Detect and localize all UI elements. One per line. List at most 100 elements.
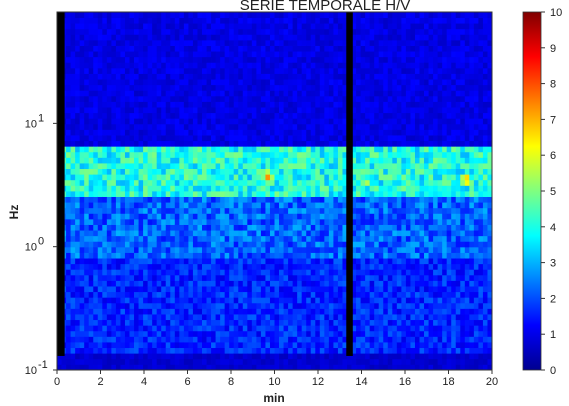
heatmap-cell — [79, 151, 85, 158]
heatmap-cell — [283, 224, 289, 231]
heatmap-cell — [233, 28, 239, 35]
heatmap-cell — [342, 90, 348, 97]
heatmap-cell — [106, 213, 112, 220]
heatmap-cell — [365, 90, 371, 97]
heatmap-cell — [170, 146, 176, 153]
heatmap-cell — [215, 213, 221, 220]
heatmap-cell — [292, 45, 298, 52]
heatmap-cell — [224, 174, 230, 181]
heatmap-cell — [387, 330, 393, 337]
heatmap-cell — [333, 207, 339, 214]
heatmap-cell — [115, 274, 121, 281]
heatmap-cell — [401, 364, 407, 371]
heatmap-cell — [233, 174, 239, 181]
heatmap-cell — [369, 56, 375, 63]
heatmap-cell — [247, 62, 253, 69]
heatmap-cell — [202, 252, 207, 259]
heatmap-cell — [283, 280, 289, 287]
heatmap-cell — [333, 62, 339, 69]
heatmap-cell — [156, 62, 162, 69]
heatmap-cell — [265, 252, 271, 259]
heatmap-cell — [274, 79, 280, 86]
heatmap-cell — [356, 90, 361, 97]
heatmap-cell — [84, 174, 90, 181]
heatmap-cell — [396, 157, 402, 164]
heatmap-cell — [106, 246, 112, 253]
heatmap-cell — [124, 274, 130, 281]
heatmap-cell — [342, 179, 348, 186]
heatmap-cell — [274, 241, 280, 248]
heatmap-cell — [70, 258, 76, 265]
heatmap-cell — [206, 207, 212, 214]
heatmap-cell — [292, 79, 298, 86]
heatmap-cell — [292, 39, 298, 46]
heatmap-cell — [174, 280, 180, 287]
heatmap-cell — [120, 246, 126, 253]
heatmap-cell — [88, 235, 94, 242]
heatmap-cell — [283, 308, 289, 315]
heatmap-cell — [256, 291, 262, 298]
heatmap-cell — [129, 224, 135, 231]
heatmap-cell — [392, 62, 398, 69]
heatmap-cell — [97, 67, 103, 74]
heatmap-cell — [111, 118, 117, 125]
heatmap-cell — [134, 140, 139, 147]
heatmap-cell — [88, 325, 94, 332]
heatmap-cell — [342, 45, 348, 52]
heatmap-cell — [102, 353, 108, 360]
heatmap-cell — [256, 179, 262, 186]
heatmap-cell — [134, 39, 139, 46]
heatmap-cell — [156, 224, 162, 231]
heatmap-cell — [106, 129, 112, 136]
heatmap-cell — [383, 28, 389, 35]
heatmap-cell — [396, 241, 402, 248]
heatmap-cell — [333, 79, 339, 86]
heatmap-cell — [401, 174, 407, 181]
heatmap-cell — [179, 12, 185, 18]
heatmap-cell — [188, 269, 194, 276]
heatmap-cell — [211, 202, 216, 209]
heatmap-cell — [351, 17, 357, 24]
heatmap-cell — [301, 241, 307, 248]
heatmap-cell — [306, 95, 312, 102]
heatmap-cell — [215, 12, 221, 18]
heatmap-cell — [179, 62, 185, 69]
heatmap-cell — [183, 263, 189, 270]
heatmap-cell — [369, 17, 375, 24]
heatmap-cell — [306, 39, 312, 46]
heatmap-cell — [360, 286, 366, 293]
heatmap-cell — [179, 140, 185, 147]
heatmap-cell — [387, 252, 393, 259]
heatmap-cell — [251, 39, 257, 46]
heatmap-cell — [202, 218, 207, 225]
heatmap-cell — [365, 12, 371, 18]
heatmap-cell — [301, 45, 307, 52]
heatmap-cell — [405, 163, 411, 170]
heatmap-cell — [356, 28, 361, 35]
heatmap-cell — [297, 79, 303, 86]
heatmap-cell — [147, 112, 153, 119]
heatmap-cell — [342, 286, 348, 293]
heatmap-cell — [202, 73, 207, 80]
heatmap-cell — [106, 319, 112, 326]
heatmap-cell — [360, 258, 366, 265]
heatmap-cell — [124, 118, 130, 125]
heatmap-cell — [328, 95, 334, 102]
heatmap-cell — [238, 146, 244, 153]
heatmap-cell — [156, 73, 162, 80]
heatmap-cell — [360, 56, 366, 63]
heatmap-cell — [374, 17, 380, 24]
heatmap-cell — [170, 314, 176, 321]
heatmap-cell — [233, 107, 239, 114]
heatmap-cell — [306, 84, 312, 91]
heatmap-cell — [84, 325, 90, 332]
heatmap-cell — [333, 319, 339, 326]
heatmap-cell — [292, 56, 298, 63]
heatmap-cell — [233, 258, 239, 265]
heatmap-cell — [292, 191, 298, 197]
heatmap-cell — [279, 163, 284, 170]
heatmap-cell — [310, 84, 316, 91]
heatmap-cell — [369, 51, 375, 58]
heatmap-cell — [369, 135, 375, 142]
heatmap-cell — [396, 90, 402, 97]
